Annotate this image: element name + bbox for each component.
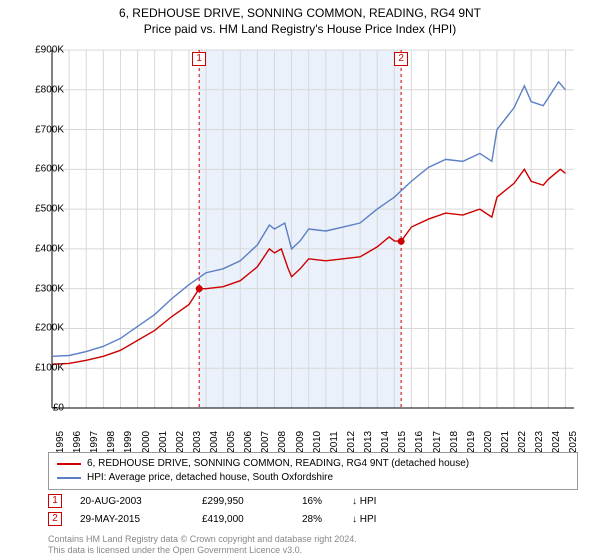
x-tick-label: 1999 xyxy=(123,431,134,453)
legend-swatch xyxy=(57,463,81,465)
x-tick-label: 2024 xyxy=(551,431,562,453)
x-tick-label: 2011 xyxy=(329,431,340,453)
x-tick-label: 2007 xyxy=(260,431,271,453)
annotation-price: £419,000 xyxy=(202,514,302,525)
x-tick-label: 2022 xyxy=(517,431,528,453)
legend-label: 6, REDHOUSE DRIVE, SONNING COMMON, READI… xyxy=(87,457,469,471)
x-tick-label: 2006 xyxy=(243,431,254,453)
y-tick-label: £200K xyxy=(20,323,64,334)
annotation-percent: 16% xyxy=(302,496,352,507)
y-tick-label: £500K xyxy=(20,204,64,215)
legend: 6, REDHOUSE DRIVE, SONNING COMMON, READI… xyxy=(48,452,578,490)
x-tick-label: 2004 xyxy=(209,431,220,453)
legend-swatch xyxy=(57,477,81,479)
annotation-direction: ↓ HPI xyxy=(352,514,412,525)
footer-line: Contains HM Land Registry data © Crown c… xyxy=(48,534,357,545)
x-tick-label: 2016 xyxy=(414,431,425,453)
annotation-marker-icon: 2 xyxy=(48,512,62,526)
y-tick-label: £800K xyxy=(20,84,64,95)
annotation-table: 1 20-AUG-2003 £299,950 16% ↓ HPI 2 29-MA… xyxy=(48,492,412,528)
x-tick-label: 1996 xyxy=(72,431,83,453)
x-tick-label: 1998 xyxy=(106,431,117,453)
x-tick-label: 1995 xyxy=(55,431,66,453)
x-tick-label: 2005 xyxy=(226,431,237,453)
x-tick-label: 2012 xyxy=(346,431,357,453)
annotation-date: 29-MAY-2015 xyxy=(62,514,202,525)
chart-svg xyxy=(48,44,578,414)
annotation-row: 1 20-AUG-2003 £299,950 16% ↓ HPI xyxy=(48,492,412,510)
x-tick-label: 2019 xyxy=(466,431,477,453)
x-tick-label: 2021 xyxy=(500,431,511,453)
annotation-marker-icon: 2 xyxy=(394,52,408,66)
y-tick-label: £600K xyxy=(20,164,64,175)
x-tick-label: 2025 xyxy=(568,431,579,453)
x-tick-label: 2010 xyxy=(312,431,323,453)
annotation-date: 20-AUG-2003 xyxy=(62,496,202,507)
x-tick-label: 2020 xyxy=(483,431,494,453)
x-tick-label: 2017 xyxy=(432,431,443,453)
x-tick-label: 2018 xyxy=(449,431,460,453)
footer: Contains HM Land Registry data © Crown c… xyxy=(48,534,357,556)
x-tick-label: 2009 xyxy=(295,431,306,453)
chart-area xyxy=(48,44,578,414)
x-tick-label: 2000 xyxy=(141,431,152,453)
annotation-percent: 28% xyxy=(302,514,352,525)
y-tick-label: £400K xyxy=(20,243,64,254)
title-block: 6, REDHOUSE DRIVE, SONNING COMMON, READI… xyxy=(0,0,600,36)
title-sub: Price paid vs. HM Land Registry's House … xyxy=(0,22,600,36)
x-tick-label: 2008 xyxy=(277,431,288,453)
x-tick-label: 1997 xyxy=(89,431,100,453)
legend-label: HPI: Average price, detached house, Sout… xyxy=(87,471,333,485)
y-tick-label: £300K xyxy=(20,283,64,294)
legend-row: HPI: Average price, detached house, Sout… xyxy=(57,471,569,485)
y-tick-label: £900K xyxy=(20,45,64,56)
x-tick-label: 2013 xyxy=(363,431,374,453)
annotation-price: £299,950 xyxy=(202,496,302,507)
x-tick-label: 2002 xyxy=(175,431,186,453)
chart-container: 6, REDHOUSE DRIVE, SONNING COMMON, READI… xyxy=(0,0,600,560)
y-tick-label: £0 xyxy=(20,403,64,414)
annotation-direction: ↓ HPI xyxy=(352,496,412,507)
y-tick-label: £700K xyxy=(20,124,64,135)
x-tick-label: 2023 xyxy=(534,431,545,453)
annotation-marker-icon: 1 xyxy=(48,494,62,508)
footer-line: This data is licensed under the Open Gov… xyxy=(48,545,357,556)
x-tick-label: 2001 xyxy=(158,431,169,453)
annotation-marker-icon: 1 xyxy=(192,52,206,66)
y-tick-label: £100K xyxy=(20,363,64,374)
legend-row: 6, REDHOUSE DRIVE, SONNING COMMON, READI… xyxy=(57,457,569,471)
x-tick-label: 2014 xyxy=(380,431,391,453)
x-tick-label: 2003 xyxy=(192,431,203,453)
annotation-row: 2 29-MAY-2015 £419,000 28% ↓ HPI xyxy=(48,510,412,528)
title-main: 6, REDHOUSE DRIVE, SONNING COMMON, READI… xyxy=(0,6,600,20)
x-tick-label: 2015 xyxy=(397,431,408,453)
